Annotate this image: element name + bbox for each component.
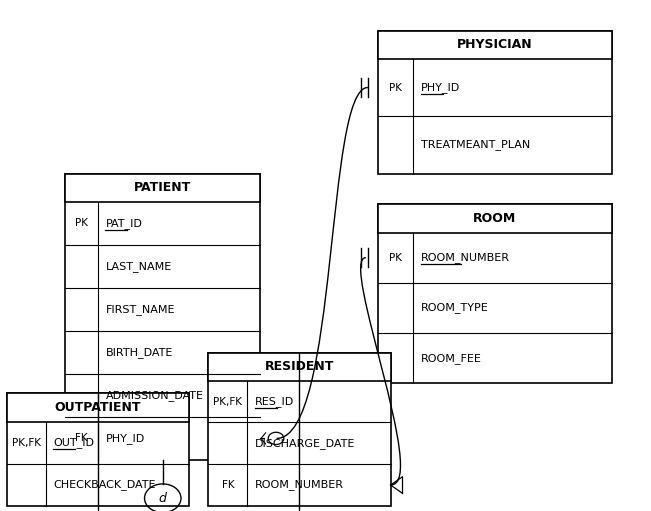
Text: PAT_ID: PAT_ID [105, 218, 143, 229]
Bar [7, 393, 189, 506]
Text: OUT_ID: OUT_ID [53, 437, 94, 448]
Text: ROOM: ROOM [473, 212, 516, 225]
Bar [65, 174, 260, 460]
Bar [208, 353, 391, 381]
Text: FK: FK [75, 433, 88, 444]
Text: PK,FK: PK,FK [214, 397, 242, 407]
Text: PATIENT: PATIENT [134, 181, 191, 194]
Text: PK: PK [389, 252, 402, 263]
Bar [65, 174, 260, 202]
Text: ADMISSION_DATE: ADMISSION_DATE [105, 390, 204, 401]
Text: CHECKBACK_DATE: CHECKBACK_DATE [53, 479, 156, 490]
Text: PHY_ID: PHY_ID [105, 433, 145, 444]
Text: ROOM_FEE: ROOM_FEE [421, 353, 482, 364]
Text: RESIDENT: RESIDENT [265, 360, 334, 373]
Text: PK: PK [75, 218, 88, 228]
Text: DISCHARGE_DATE: DISCHARGE_DATE [255, 438, 355, 449]
Bar [208, 353, 391, 506]
Text: TREATMEANT_PLAN: TREATMEANT_PLAN [421, 140, 531, 150]
Text: PK: PK [389, 82, 402, 92]
Text: FK: FK [221, 480, 234, 490]
Text: d: d [159, 492, 167, 505]
Text: PK,FK: PK,FK [12, 437, 40, 448]
Text: PHYSICIAN: PHYSICIAN [457, 38, 533, 51]
Text: ROOM_NUMBER: ROOM_NUMBER [421, 252, 510, 263]
Bar [378, 204, 612, 383]
Text: RES_ID: RES_ID [255, 396, 294, 407]
Bar [378, 31, 612, 174]
Bar [378, 31, 612, 59]
Bar [7, 393, 189, 422]
Text: LAST_NAME: LAST_NAME [105, 261, 172, 272]
Text: BIRTH_DATE: BIRTH_DATE [105, 347, 173, 358]
Text: OUTPATIENT: OUTPATIENT [55, 401, 141, 414]
Bar [378, 204, 612, 233]
Text: ROOM_NUMBER: ROOM_NUMBER [255, 479, 344, 491]
Text: ROOM_TYPE: ROOM_TYPE [421, 303, 489, 313]
Text: FIRST_NAME: FIRST_NAME [105, 304, 175, 315]
Text: PHY_ID: PHY_ID [421, 82, 460, 93]
